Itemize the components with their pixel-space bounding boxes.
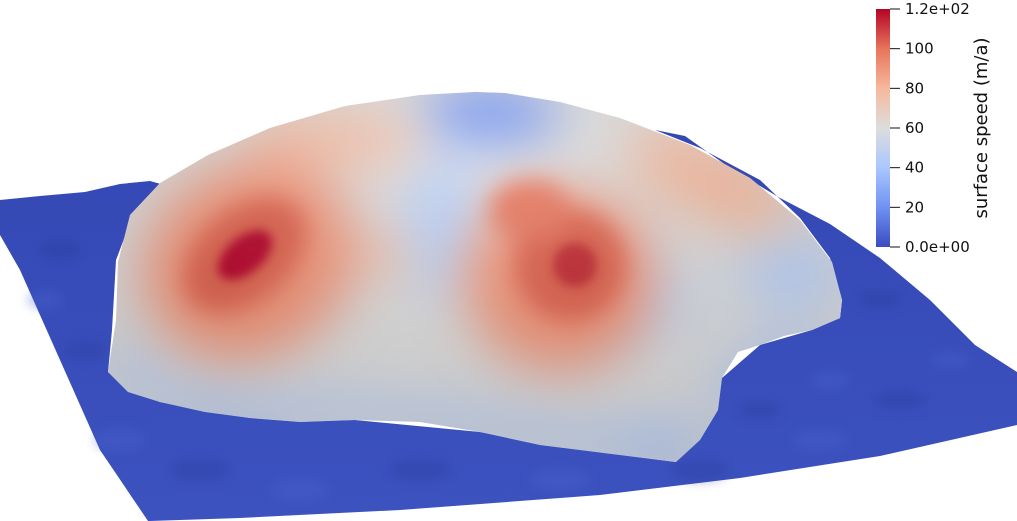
colorbar-tick-label: 1.2e+02 [905, 0, 970, 18]
colorbar-tick-label: 100 [905, 40, 934, 58]
colorbar-tick-label: 80 [905, 79, 924, 97]
ice-dome-surface [108, 92, 842, 462]
colorbar-gradient [876, 9, 890, 247]
colorbar-tick-label: 60 [905, 119, 924, 137]
colorbar-tick-label: 40 [905, 159, 924, 177]
colorbar-title: surface speed (m/a) [971, 37, 992, 218]
colorbar-ticks: 1.2e+02 100 80 60 40 20 0.0e+00 [890, 0, 970, 256]
colorbar-legend: 1.2e+02 100 80 60 40 20 0.0e+00 surface speed … [876, 0, 992, 256]
colorbar-tick-label: 20 [905, 198, 924, 216]
bed-plane [0, 130, 1017, 521]
colorbar-tick-label: 0.0e+00 [905, 238, 970, 256]
